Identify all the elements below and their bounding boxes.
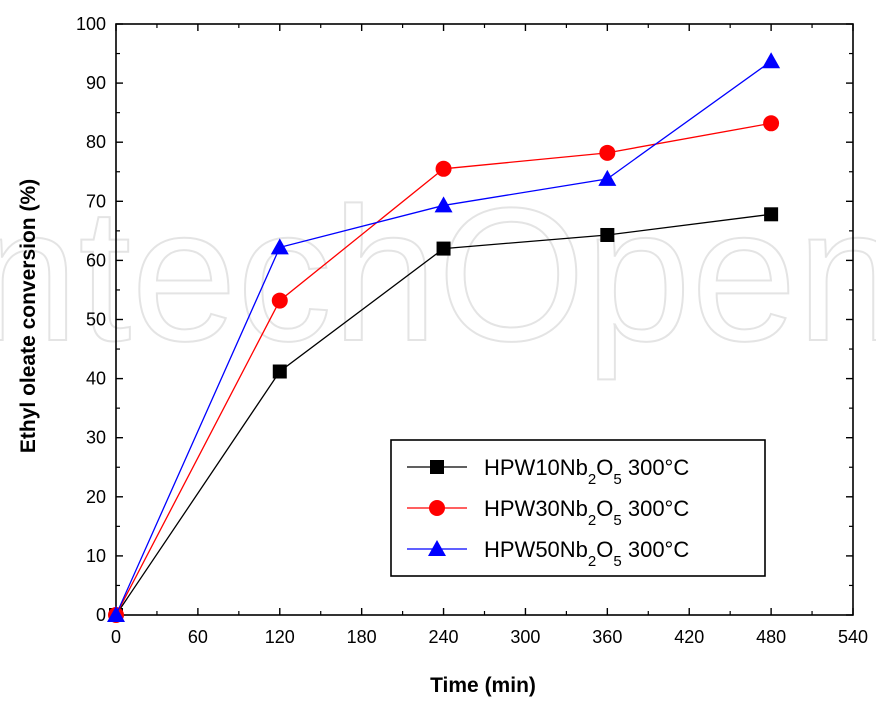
data-point: [272, 364, 287, 379]
data-point: [598, 169, 617, 186]
x-tick-label: 420: [674, 627, 704, 647]
y-tick-label: 40: [86, 369, 106, 389]
y-tick-label: 80: [86, 132, 106, 152]
x-tick-label: 120: [265, 627, 295, 647]
legend-label-part: HPW50Nb: [484, 537, 588, 562]
data-point: [764, 207, 779, 222]
x-tick-label: 480: [756, 627, 786, 647]
legend-label-part: 2: [588, 553, 596, 570]
x-tick-label: 180: [347, 627, 377, 647]
legend-label-part: O: [596, 496, 613, 521]
legend-label-part: HPW30Nb: [484, 496, 588, 521]
legend-label-part: 300°C: [622, 537, 690, 562]
legend: HPW10Nb2O5 300°C HPW30Nb2O5 300°CHPW50Nb…: [390, 439, 766, 577]
x-tick-label: 300: [510, 627, 540, 647]
legend-label-part: O: [596, 537, 613, 562]
legend-box: [390, 439, 766, 577]
x-tick-label: 240: [429, 627, 459, 647]
series-2: [108, 115, 780, 623]
watermark: IntechOpen: [0, 169, 876, 381]
y-tick-label: 30: [86, 428, 106, 448]
data-point: [270, 238, 289, 255]
legend-label-part: HPW10Nb: [484, 455, 588, 480]
data-point: [763, 115, 780, 132]
x-tick-label: 0: [111, 627, 121, 647]
data-point: [107, 606, 125, 622]
axes: 0 60 120 180 240 300 360 420 480 540 0 10 20 30 40 50 60…: [76, 14, 868, 647]
legend-label-part: 5: [613, 553, 621, 570]
data-point: [762, 52, 781, 69]
series-group: [107, 52, 781, 623]
x-tick-label: 540: [838, 627, 868, 647]
y-tick-label: 60: [86, 250, 106, 270]
y-axis-title: Ethyl oleate conversion (%): [17, 179, 40, 453]
data-point: [600, 227, 615, 242]
x-axis-title: Time (min): [430, 674, 536, 697]
legend-label-part: 5: [613, 471, 621, 488]
legend-label-part: 5: [613, 512, 621, 529]
legend-label-part: 300°C: [622, 455, 690, 480]
data-point: [435, 160, 452, 177]
legend-label: HPW50Nb2O5 300°C: [484, 537, 689, 570]
series-3: [107, 52, 781, 622]
y-tick-label: 100: [76, 14, 106, 34]
data-point: [599, 144, 616, 161]
data-point: [434, 196, 453, 213]
y-tick-label: 0: [96, 605, 106, 625]
x-tick-label: 60: [188, 627, 208, 647]
y-tick-label: 90: [86, 73, 106, 93]
data-point: [271, 292, 288, 309]
legend-marker: [428, 540, 446, 556]
data-point: [436, 241, 451, 256]
y-tick-label: 10: [86, 546, 106, 566]
legend-marker: [430, 460, 444, 474]
x-tick-label: 360: [592, 627, 622, 647]
y-tick-label: 20: [86, 487, 106, 507]
legend-label: HPW30Nb2O5 300°C: [484, 496, 689, 529]
y-tick-label: 50: [86, 310, 106, 330]
legend-label-part: 2: [588, 512, 596, 529]
legend-label: HPW10Nb2O5 300°C: [484, 455, 689, 488]
y-tick-label: 70: [86, 191, 106, 211]
legend-label-part: 2: [588, 471, 596, 488]
legend-label-part: 300°C: [622, 496, 690, 521]
legend-marker: [429, 500, 445, 516]
legend-label-part: O: [596, 455, 613, 480]
